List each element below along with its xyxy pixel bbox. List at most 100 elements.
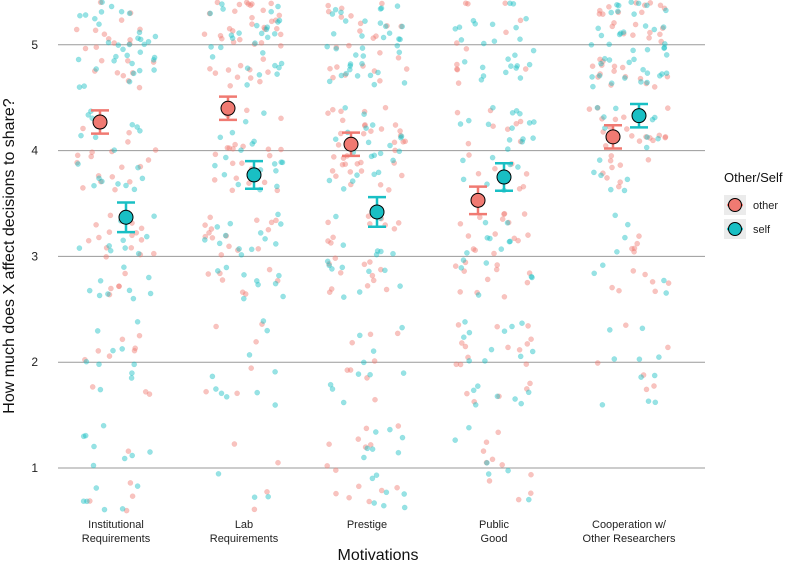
- data-point-self: [470, 17, 477, 24]
- data-point-self: [111, 147, 118, 153]
- data-point-other: [265, 146, 272, 153]
- data-point-other: [617, 179, 624, 185]
- data-point-self: [374, 248, 381, 254]
- y-axis-ticks: 1 2 3 4 5: [31, 38, 38, 475]
- data-point-self: [371, 152, 378, 159]
- data-point-other: [609, 164, 615, 171]
- data-point-other: [109, 173, 116, 180]
- data-point-self: [143, 233, 150, 240]
- data-point-other: [665, 280, 672, 286]
- data-point-self: [214, 268, 221, 274]
- data-point-other: [224, 144, 231, 151]
- data-point-self: [504, 219, 511, 226]
- data-point-other: [74, 159, 80, 166]
- data-point-self: [505, 56, 511, 62]
- data-point-self: [614, 8, 621, 15]
- data-point-other: [612, 116, 619, 123]
- data-point-other: [89, 149, 95, 156]
- data-point-other: [464, 390, 470, 397]
- data-point-other: [91, 68, 98, 74]
- data-point-self: [255, 281, 261, 288]
- data-point-self: [373, 472, 380, 479]
- data-point-other: [525, 323, 531, 329]
- data-point-self: [595, 25, 602, 32]
- data-point-other: [277, 31, 284, 38]
- data-point-other: [206, 229, 212, 236]
- data-point-other: [392, 147, 398, 154]
- data-point-self: [268, 8, 275, 15]
- data-point-self: [324, 258, 331, 265]
- mean-point: [246, 167, 262, 183]
- data-point-self: [626, 59, 633, 66]
- data-point-self: [596, 72, 603, 79]
- data-point-self: [510, 0, 517, 7]
- data-point-other: [337, 269, 344, 276]
- data-point-other: [611, 68, 617, 74]
- data-point-self: [606, 41, 613, 48]
- data-point-self: [340, 242, 347, 248]
- mean-point: [343, 136, 359, 152]
- data-point-self: [99, 0, 105, 6]
- data-point-other: [636, 138, 643, 144]
- data-point-self: [487, 235, 493, 242]
- data-point-self: [332, 136, 339, 143]
- data-point-other: [454, 66, 460, 72]
- data-point-other: [213, 323, 219, 330]
- data-point-self: [96, 292, 103, 299]
- data-point-self: [261, 110, 267, 116]
- data-point-self: [485, 121, 492, 128]
- data-point-self: [214, 224, 221, 230]
- data-point-other: [142, 388, 149, 395]
- data-point-other: [378, 487, 385, 494]
- data-point-self: [483, 260, 490, 266]
- data-point-self: [241, 271, 247, 278]
- data-point-self: [638, 374, 644, 380]
- data-point-other: [645, 156, 652, 163]
- data-point-self: [401, 491, 408, 497]
- y-axis-title: How much does X affect decisions to shar…: [1, 98, 18, 414]
- data-point-self: [220, 6, 226, 12]
- data-point-self: [470, 387, 477, 394]
- data-point-self: [362, 18, 368, 24]
- data-point-other: [126, 129, 132, 136]
- data-point-self: [264, 327, 271, 334]
- data-point-self: [491, 38, 498, 45]
- data-point-self: [339, 264, 346, 271]
- x-tick-label-cooperation: Cooperation w/: [592, 519, 667, 531]
- data-point-self: [240, 295, 247, 302]
- data-point-self: [644, 79, 650, 86]
- mean-marker-other-prestige: [342, 131, 360, 158]
- data-point-self: [474, 383, 481, 389]
- data-point-self: [141, 41, 148, 48]
- data-point-self: [525, 389, 532, 396]
- data-point-other: [333, 490, 339, 497]
- data-point-self: [599, 401, 606, 408]
- data-point-self: [458, 37, 465, 43]
- data-point-self: [279, 159, 286, 166]
- x-tick-label-lab: Lab: [235, 519, 253, 531]
- data-point-self: [360, 359, 367, 366]
- data-point-other: [93, 221, 99, 228]
- data-point-self: [478, 76, 485, 83]
- data-point-other: [391, 139, 398, 146]
- data-point-self: [83, 358, 90, 365]
- data-point-self: [82, 12, 89, 18]
- data-point-self: [216, 240, 223, 247]
- data-point-other: [333, 44, 340, 51]
- data-point-self: [397, 283, 403, 289]
- data-point-self: [456, 24, 463, 31]
- data-point-self: [659, 71, 665, 77]
- data-point-other: [338, 14, 345, 20]
- data-point-other: [658, 38, 665, 45]
- data-point-self: [118, 8, 125, 15]
- x-tick-label-public: Good: [481, 533, 508, 545]
- data-point-other: [152, 147, 159, 153]
- data-point-other: [656, 132, 663, 139]
- data-point-self: [504, 146, 511, 152]
- x-tick-label-institutional: Institutional: [88, 519, 144, 531]
- data-point-other: [236, 1, 243, 8]
- data-point-other: [326, 289, 333, 296]
- y-tick-label: 1: [31, 461, 38, 475]
- data-point-other: [212, 70, 219, 76]
- y-tick-label: 5: [31, 38, 38, 52]
